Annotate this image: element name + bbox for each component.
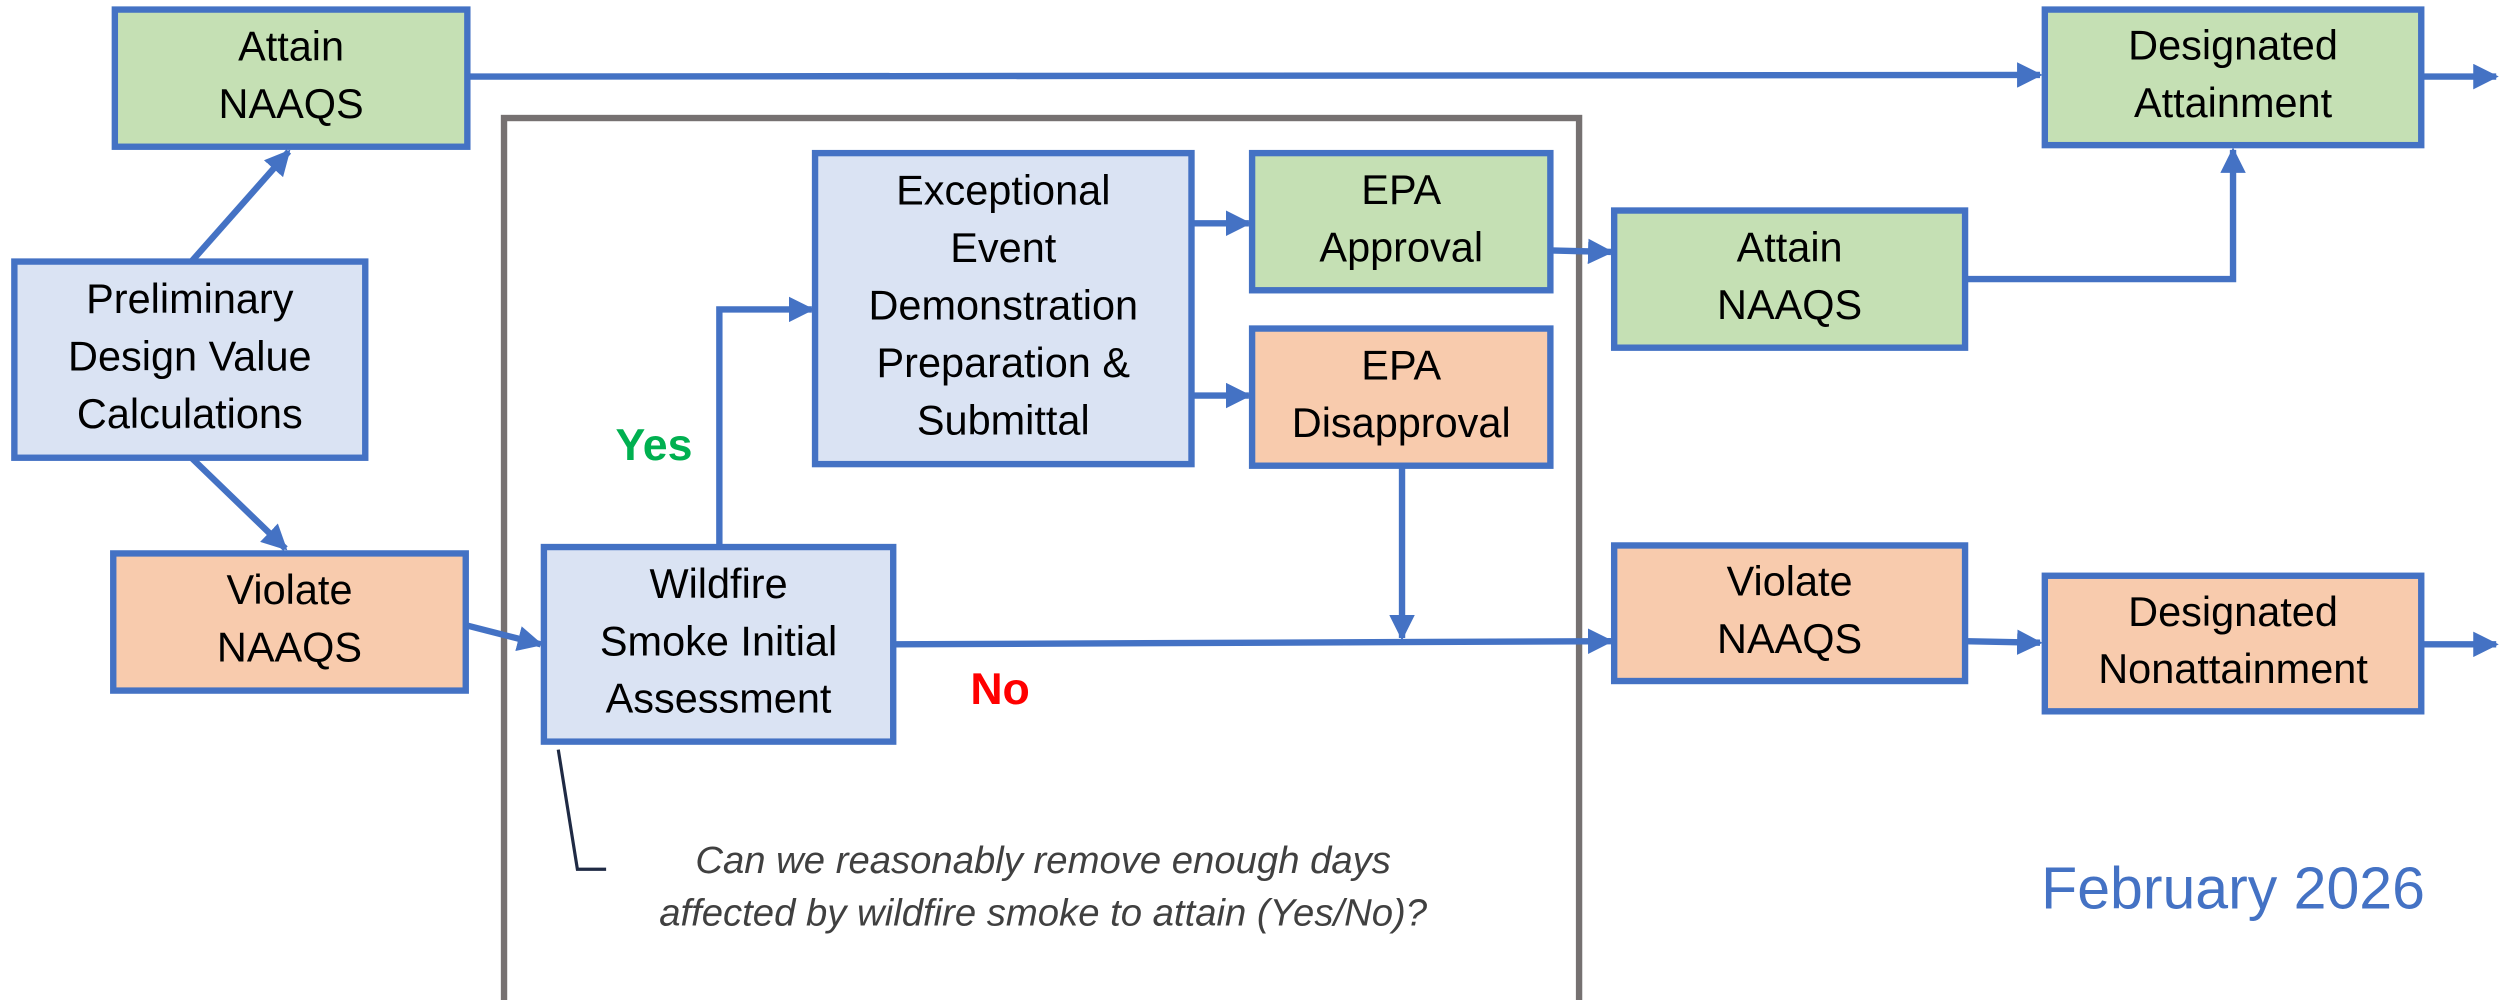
note-line: Can we reasonably remove enough days: [695, 839, 1391, 882]
node-box: [111, 6, 471, 150]
node-label: NAAQS: [1717, 281, 1862, 328]
node-label: Exceptional: [896, 167, 1110, 214]
arrow: [464, 622, 544, 652]
no-label: No: [970, 665, 1030, 714]
node-box: [1610, 542, 1969, 685]
node-label: NAAQS: [1717, 615, 1862, 662]
arrow: [893, 628, 1614, 655]
node-box: [1248, 325, 1554, 469]
node-label: EPA: [1361, 341, 1441, 388]
node-label: Preliminary: [86, 275, 294, 322]
node-label: NAAQS: [219, 80, 364, 127]
node-label: Attain: [1737, 223, 1843, 270]
node-label: Smoke Initial: [600, 617, 837, 664]
node-label: Attain: [238, 22, 344, 69]
node-label: Disapproval: [1292, 399, 1511, 446]
node-label: Calculations: [77, 390, 303, 437]
node-label: Design Value: [68, 333, 312, 380]
arrow: [1965, 147, 2246, 283]
connectors: [189, 62, 2499, 658]
node-box: [2041, 572, 2425, 715]
node-label: Event: [950, 224, 1056, 271]
node-label: Demonstration: [868, 282, 1138, 329]
arrow: [716, 296, 815, 548]
node-label: Designated: [2128, 588, 2338, 635]
node-label: Assessment: [606, 675, 832, 722]
node-label: Submittal: [917, 396, 1090, 443]
node-label: Violate: [1727, 557, 1853, 604]
note-line: affected by wildfire smoke to attain (Ye…: [659, 892, 1428, 935]
node-label: Nonattainment: [2098, 645, 2368, 692]
node-label: EPA: [1361, 166, 1441, 213]
node-box: [11, 258, 369, 461]
node-label: Designated: [2128, 22, 2338, 69]
yes-label: Yes: [615, 421, 692, 470]
node-label: Preparation &: [877, 339, 1130, 386]
arrow: [189, 149, 292, 264]
node-label: NAAQS: [217, 624, 362, 671]
node-label: Violate: [226, 566, 352, 613]
callout-line: [556, 749, 607, 871]
arrow: [1550, 238, 1614, 265]
node-box: [1248, 149, 1554, 294]
node-box: [540, 543, 897, 745]
node-box: [2041, 6, 2425, 149]
node-label: Attainment: [2134, 79, 2333, 126]
node-box: [811, 149, 1195, 468]
arrow: [467, 62, 2043, 88]
node-label: Approval: [1319, 223, 1483, 270]
arrow: [1965, 629, 2043, 656]
date-label: February 2026: [2041, 856, 2425, 922]
node-label: Wildfire: [649, 560, 787, 607]
node-box: [110, 550, 469, 694]
node-box: [1610, 207, 1969, 351]
arrow: [189, 455, 288, 551]
assessment-frame: [500, 114, 1583, 1000]
